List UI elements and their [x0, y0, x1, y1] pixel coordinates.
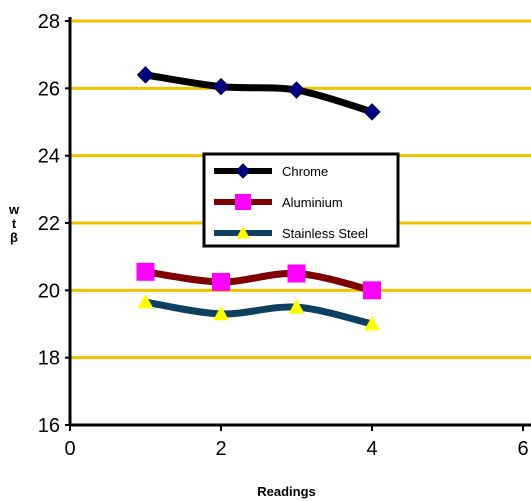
- y-tick-label: 24: [38, 146, 60, 168]
- y-axis-title-char: β: [10, 230, 18, 245]
- data-point: [136, 66, 155, 84]
- data-point: [213, 305, 229, 321]
- y-tick-label: 16: [38, 415, 60, 437]
- data-point: [364, 316, 380, 331]
- x-axis-title: Readings: [257, 484, 316, 499]
- legend-swatch-marker: [235, 163, 251, 179]
- y-axis-title: wtβ: [8, 202, 20, 245]
- y-tick-label: 26: [38, 78, 60, 100]
- series-line: [142, 71, 376, 116]
- x-tick-label: 0: [64, 438, 75, 460]
- y-tick-label: 28: [38, 11, 60, 33]
- legend: Chrome Aluminium Stainless Steel: [202, 152, 400, 248]
- legend-swatch-marker: [236, 226, 250, 239]
- data-point: [363, 281, 381, 300]
- series-line: [142, 298, 376, 328]
- legend-item: Aluminium: [214, 194, 343, 210]
- data-point: [363, 103, 381, 121]
- series-aluminium: [136, 262, 381, 300]
- legend-label: Chrome: [282, 164, 328, 179]
- legend-label: Aluminium: [282, 195, 343, 210]
- series-chrome: [136, 66, 381, 121]
- y-tick-label: 20: [38, 280, 60, 302]
- x-tick-label: 2: [215, 438, 226, 460]
- data-point: [212, 77, 230, 96]
- y-axis-title-char: t: [12, 216, 17, 231]
- legend-swatch-marker: [235, 194, 251, 210]
- legend-label: Stainless Steel: [282, 226, 368, 241]
- y-tick-label: 18: [38, 348, 60, 370]
- data-point: [288, 299, 305, 314]
- y-tick-label: 22: [38, 213, 60, 235]
- data-point: [212, 272, 230, 291]
- y-axis-title-char: w: [8, 202, 20, 217]
- axis-titles: Readings wtβ: [8, 202, 316, 499]
- data-point: [136, 262, 155, 281]
- series-layer: [136, 66, 381, 331]
- series-line: [142, 268, 376, 294]
- x-tick-label: 4: [366, 438, 377, 460]
- data-point: [287, 81, 306, 99]
- x-tick-label: 6: [517, 438, 528, 460]
- legend-item: Chrome: [214, 163, 328, 179]
- data-point: [137, 294, 154, 309]
- series-stainless-steel: [137, 294, 380, 331]
- axes: [65, 17, 531, 431]
- legend-item: Stainless Steel: [214, 226, 368, 241]
- data-point: [287, 264, 306, 283]
